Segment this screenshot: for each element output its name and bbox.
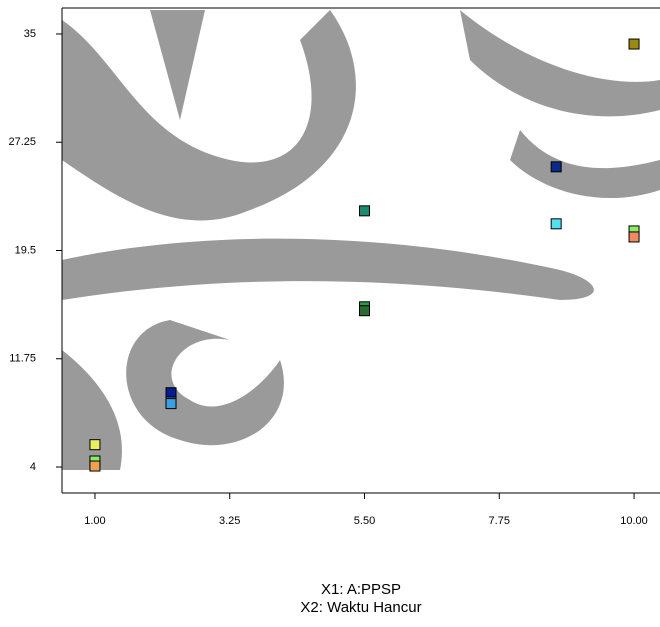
point	[359, 206, 369, 216]
x-tick-label: 3.25	[219, 515, 240, 527]
point	[551, 219, 561, 229]
axis-label-x2: X2: Waktu Hancur	[300, 599, 421, 616]
point	[629, 39, 639, 49]
watermark	[62, 10, 660, 470]
y-tick-label: 11.75	[9, 353, 36, 365]
point	[90, 461, 100, 471]
y-tick-label: 4	[30, 461, 36, 473]
axis-label-x1: X1: A:PPSP	[321, 581, 401, 598]
point	[551, 162, 561, 172]
point	[166, 399, 176, 409]
x-tick-label: 7.75	[489, 515, 510, 527]
x-tick-label: 10.00	[620, 515, 648, 527]
x-tick-label: 1.00	[84, 515, 105, 527]
point	[629, 232, 639, 242]
x-tick-label: 5.50	[354, 515, 375, 527]
chart: X1: A:PPSP X2: Waktu Hancur 35 27.25 19.5 1…	[0, 0, 660, 622]
y-tick-label: 27.25	[8, 136, 36, 148]
point	[90, 440, 100, 450]
point	[359, 306, 369, 316]
y-tick-label: 35	[24, 28, 36, 40]
y-tick-label: 19.5	[15, 244, 36, 256]
